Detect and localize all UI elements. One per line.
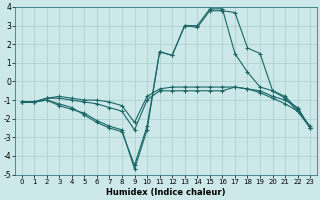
X-axis label: Humidex (Indice chaleur): Humidex (Indice chaleur) <box>106 188 226 197</box>
